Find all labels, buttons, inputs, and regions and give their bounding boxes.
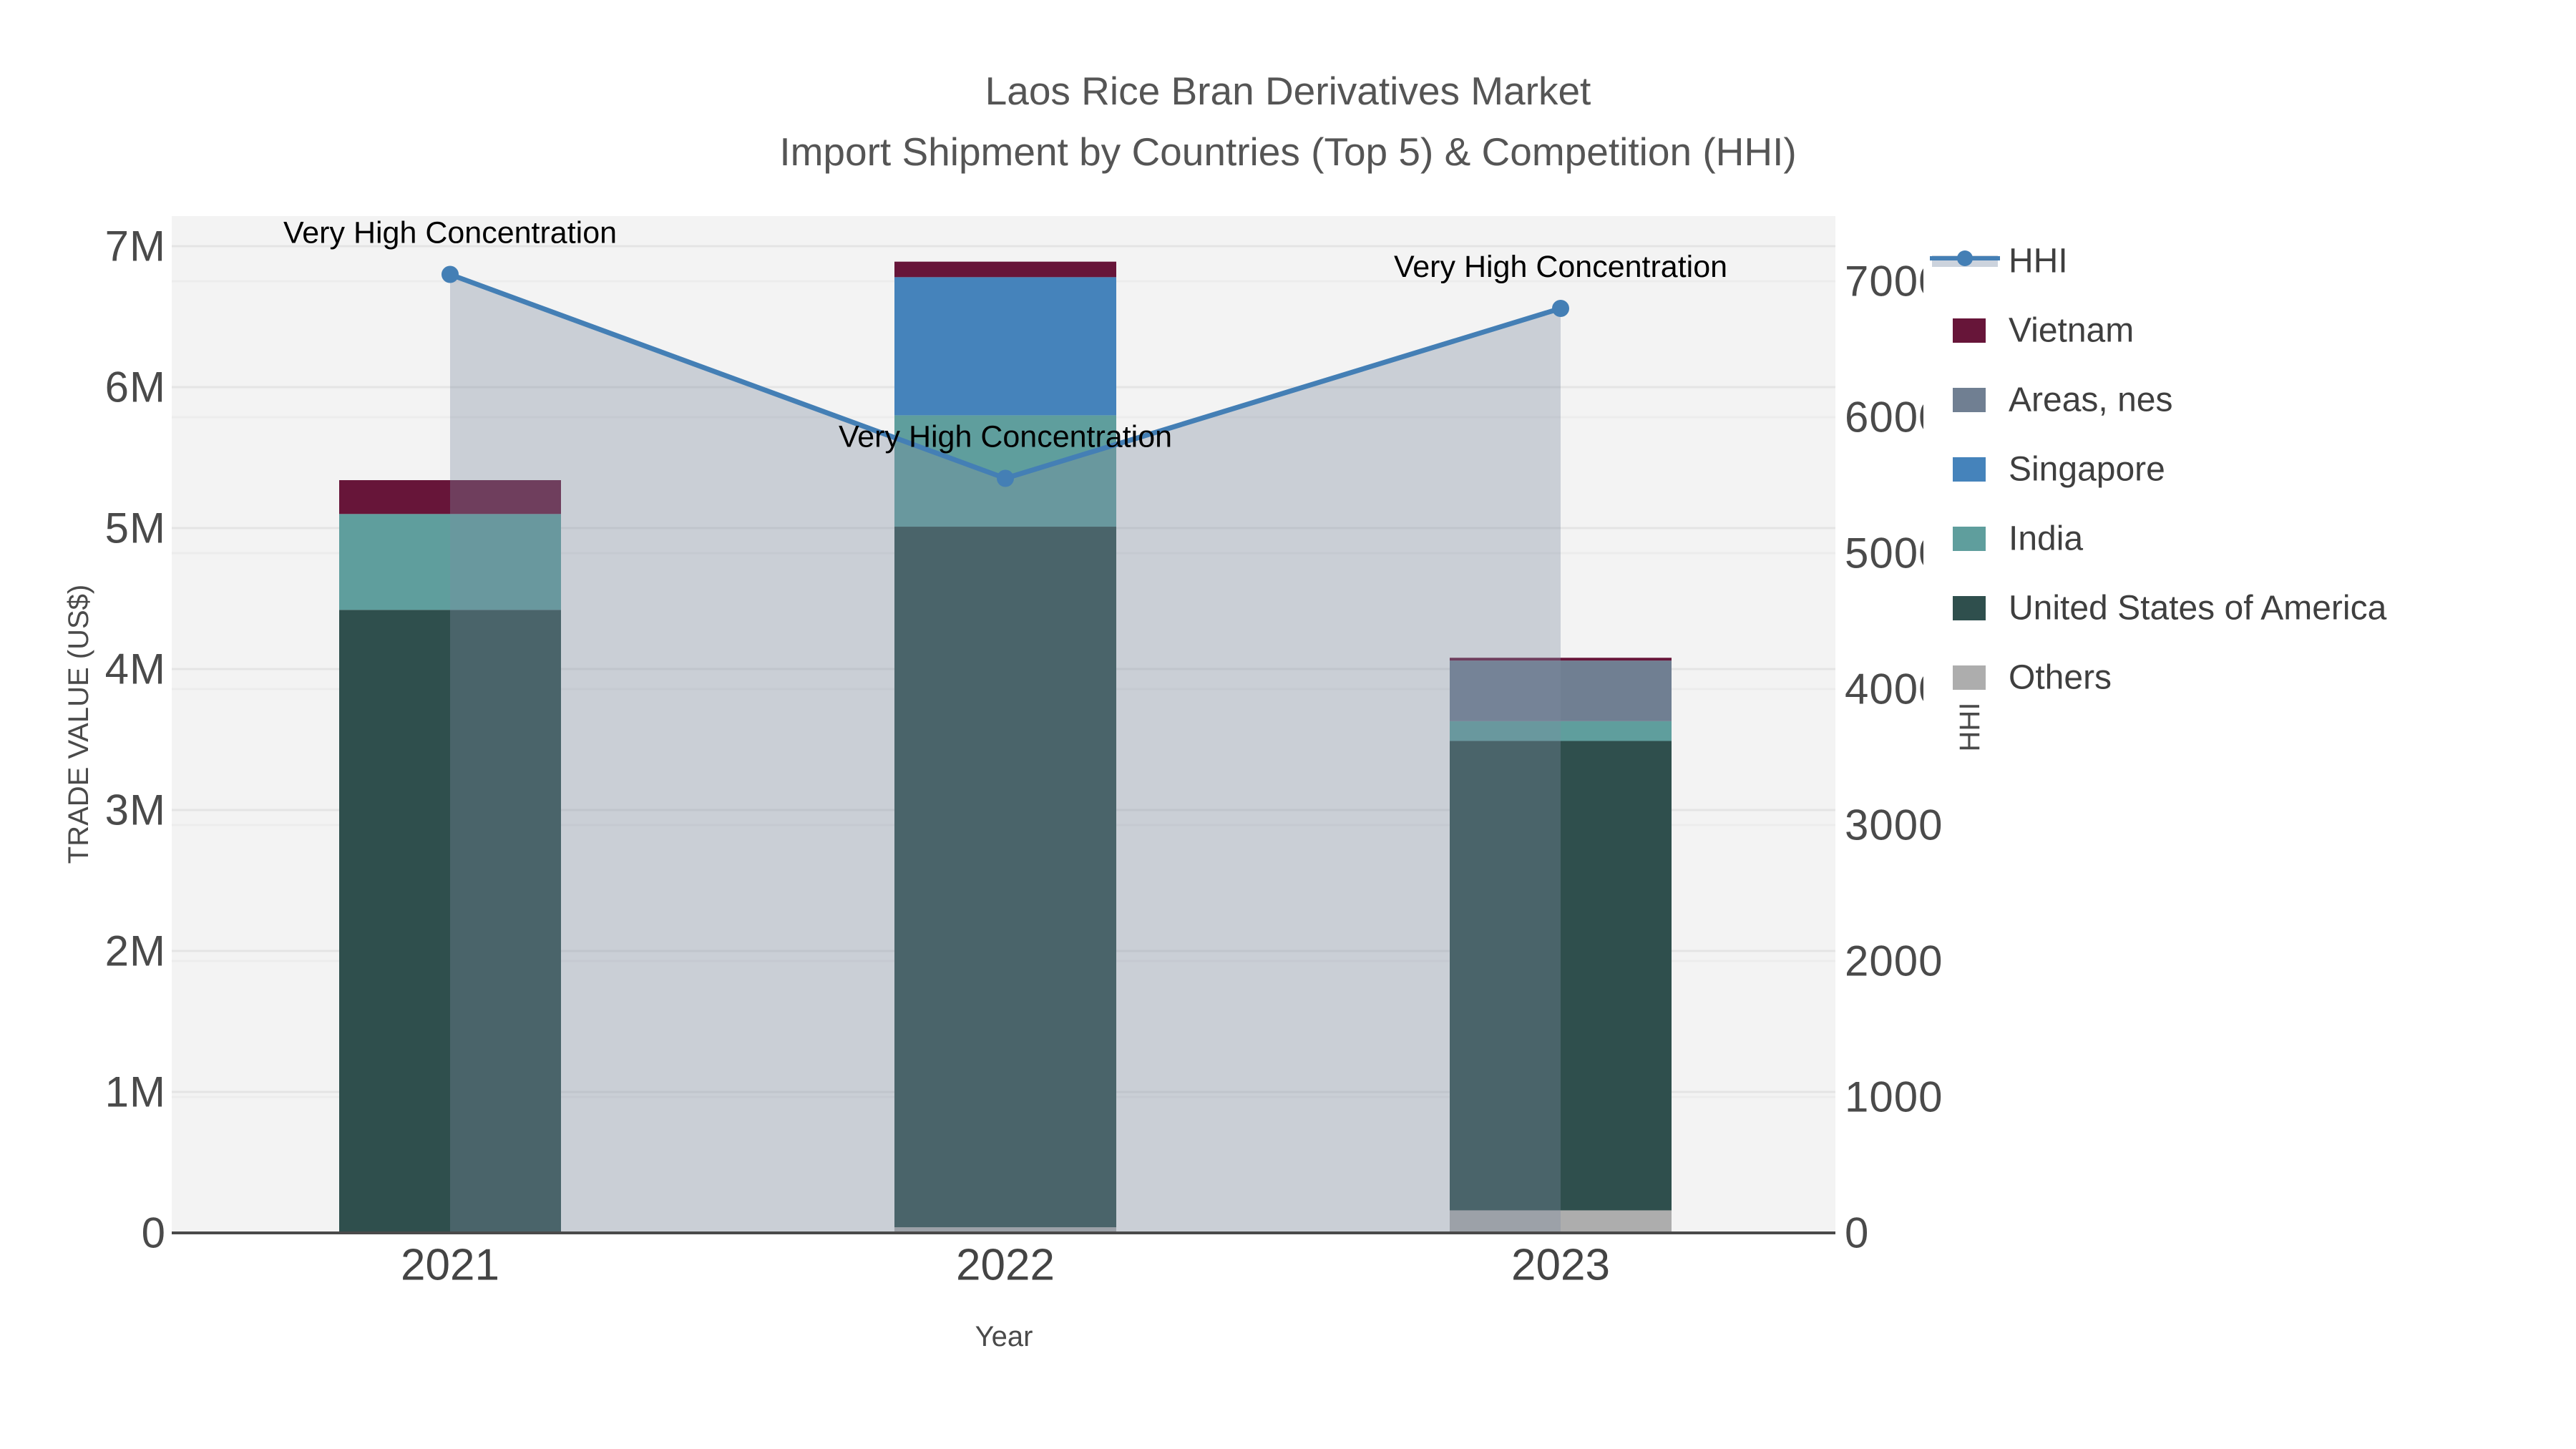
stacked-bars — [339, 261, 1672, 1233]
left-tick-6M: 6M — [105, 364, 166, 411]
legend-swatch-icon — [1953, 318, 1986, 343]
left-tick-2M: 2M — [105, 927, 166, 975]
hhi-marker-2021 — [441, 265, 459, 283]
x-axis-title: Year — [975, 1321, 1033, 1352]
left-tick-3M: 3M — [105, 786, 166, 834]
x-axis-tick-labels: 2021 2022 2023 — [401, 1241, 1610, 1290]
chart-title-line2: Import Shipment by Countries (Top 5) & C… — [779, 130, 1796, 174]
bar-segment-2022-singapore — [894, 277, 1116, 416]
legend-item-others[interactable]: Others — [1953, 659, 2112, 697]
right-tick-1000: 1000 — [1845, 1073, 1943, 1121]
bar-segment-2023-others — [1450, 1210, 1672, 1233]
bar-segment-2023-vietnam — [1450, 658, 1672, 661]
bar-segment-2023-india — [1450, 721, 1672, 741]
bar-segment-2023-united-states-of-america — [1450, 741, 1672, 1211]
hhi-line — [441, 265, 1569, 487]
legend-item-vietnam[interactable]: Vietnam — [1953, 312, 2134, 350]
legend-swatch-icon — [1953, 596, 1986, 620]
legend-item-singapore[interactable]: Singapore — [1953, 451, 2165, 489]
bar-segment-2021-vietnam — [339, 480, 561, 514]
bar-segment-2022-vietnam — [894, 261, 1116, 278]
x-tick-2023: 2023 — [1511, 1241, 1610, 1290]
legend-item-united-states-of-america[interactable]: United States of America — [1953, 590, 2387, 628]
legend-label: India — [2009, 520, 2083, 558]
right-tick-3000: 3000 — [1845, 801, 1943, 849]
right-tick-2000: 2000 — [1845, 937, 1943, 985]
annotation-2023: Very High Concentration — [1394, 250, 1727, 284]
legend-label: Others — [2009, 659, 2112, 697]
x-tick-2022: 2022 — [956, 1241, 1055, 1290]
bar-segment-2022-united-states-of-america — [894, 527, 1116, 1228]
hhi-area-polygon — [450, 274, 1561, 1233]
hhi-area-fill — [450, 274, 1561, 1233]
legend-item-hhi[interactable]: HHI — [1930, 243, 2068, 280]
left-tick-7M: 7M — [105, 223, 166, 270]
legend-label: HHI — [2009, 243, 2068, 280]
legend-item-india[interactable]: India — [1953, 520, 2083, 558]
chart-title-line1: Laos Rice Bran Derivatives Market — [985, 69, 1591, 113]
x-tick-2021: 2021 — [401, 1241, 499, 1290]
right-axis-title: HHI — [1954, 703, 1986, 752]
legend-hhi-marker-icon — [1957, 250, 1973, 266]
legend-item-areas-nes[interactable]: Areas, nes — [1953, 381, 2172, 419]
legend: HHI Vietnam Areas, nes Singapore India United… — [1923, 236, 2569, 705]
legend-swatch-icon — [1953, 527, 1986, 551]
left-tick-1M: 1M — [105, 1068, 166, 1116]
legend-swatch-icon — [1953, 665, 1986, 690]
annotation-2021: Very High Concentration — [283, 216, 617, 250]
left-axis-title: TRADE VALUE (US$) — [63, 585, 94, 864]
right-tick-0: 0 — [1845, 1209, 1869, 1257]
hhi-marker-2023 — [1552, 300, 1569, 317]
legend-label: Singapore — [2009, 451, 2165, 489]
legend-label: United States of America — [2009, 590, 2387, 628]
left-tick-4M: 4M — [105, 645, 166, 693]
annotation-2022: Very High Concentration — [839, 420, 1172, 454]
legend-swatch-icon — [1953, 388, 1986, 412]
bar-segment-2021-india — [339, 514, 561, 610]
bar-segment-2021-united-states-of-america — [339, 610, 561, 1233]
legend-label: Vietnam — [2009, 312, 2134, 350]
left-tick-0: 0 — [142, 1209, 166, 1257]
left-axis-tick-labels: 0 1M 2M 3M 4M 5M 6M 7M — [105, 223, 166, 1257]
legend-swatch-icon — [1953, 457, 1986, 482]
legend-label: Areas, nes — [2009, 381, 2172, 419]
annotations: Very High Concentration Very High Concent… — [283, 216, 1727, 454]
hhi-marker-2022 — [997, 469, 1014, 487]
bar-segment-2023-areas-nes — [1450, 660, 1672, 721]
bar-segment-2022-others — [894, 1227, 1116, 1233]
left-tick-5M: 5M — [105, 504, 166, 552]
legend-background — [1923, 236, 2569, 705]
